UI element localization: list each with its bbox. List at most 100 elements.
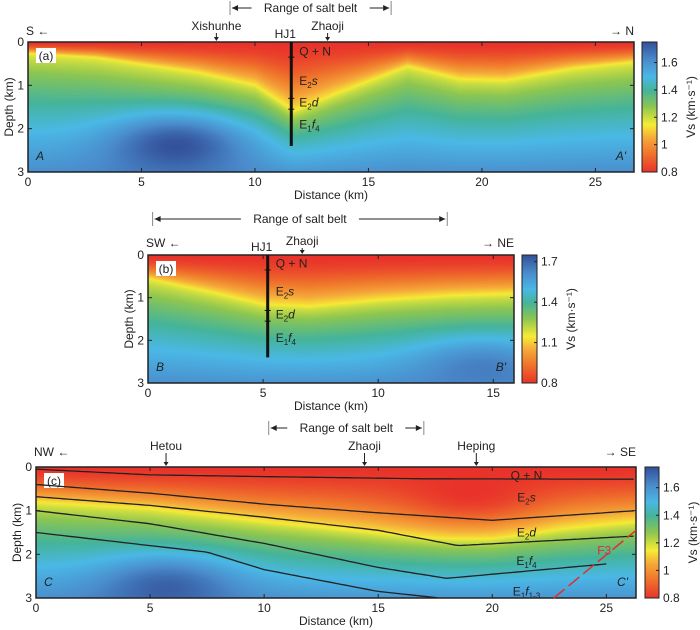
x-axis-label: Distance (km) xyxy=(294,188,368,202)
colorbar-a xyxy=(642,42,657,172)
x-tick-label: 25 xyxy=(600,601,614,615)
arrow-head-icon xyxy=(270,425,277,431)
colorbar-frame xyxy=(641,41,658,173)
velocity-heatmap-b xyxy=(148,255,514,383)
y-tick-label: 0 xyxy=(137,248,144,262)
colorbar-tick-label: 1 xyxy=(661,138,668,152)
y-tick-label: 3 xyxy=(25,591,32,605)
colorbar-tick-label: 1 xyxy=(663,563,670,577)
y-tick-label: 2 xyxy=(17,122,24,136)
x-tick-label: 10 xyxy=(372,386,386,400)
y-axis-label: Depth (km) xyxy=(10,503,24,562)
colorbar-tick-label: 1.4 xyxy=(663,508,680,522)
colorbar-tick-label: 1.7 xyxy=(541,255,558,269)
panel-label-bg xyxy=(156,261,176,276)
horizon-line xyxy=(35,468,634,480)
colorbar-tick-label: 1.6 xyxy=(661,56,678,70)
x-tick-label: 10 xyxy=(257,601,271,615)
stratigraphic-unit-label: E2d xyxy=(276,308,295,324)
colorbar-label: Vs (km·s⁻¹) xyxy=(686,502,700,564)
colorbar-c xyxy=(645,467,659,598)
stratigraphic-unit-label: Q + N xyxy=(276,257,308,271)
direction-right: → SE xyxy=(605,445,636,459)
x-tick-label: 20 xyxy=(486,601,500,615)
x-tick-label: 25 xyxy=(589,175,603,189)
velocity-heatmap-a xyxy=(28,42,634,172)
x-tick-label: 10 xyxy=(248,175,262,189)
place-label: Zhaoji xyxy=(286,234,319,248)
x-tick-label: 20 xyxy=(475,175,489,189)
salt-belt-label: Range of salt belt xyxy=(300,421,394,435)
x-axis-label: Distance (km) xyxy=(299,614,373,628)
y-axis-label: Depth (km) xyxy=(2,77,16,136)
stratigraphic-unit-label: Q + N xyxy=(299,45,331,59)
section-end-left: B xyxy=(156,360,164,374)
salt-belt-label: Range of salt belt xyxy=(253,212,347,226)
arrow-down-icon xyxy=(473,462,479,466)
horizon-line xyxy=(35,531,438,599)
y-tick-label: 3 xyxy=(17,165,24,179)
colorbar-frame xyxy=(644,466,660,599)
direction-right: → N xyxy=(610,24,634,38)
stratigraphic-unit-label: Q + N xyxy=(511,469,543,483)
panel-label-bg xyxy=(36,48,56,63)
stratigraphic-unit-label: E1f4 xyxy=(276,331,297,347)
place-label: Hetou xyxy=(150,439,182,453)
place-label: Zhaoji xyxy=(311,19,344,33)
colorbar-tick-label: 1.4 xyxy=(541,295,558,309)
panel-label-bg xyxy=(44,473,64,488)
place-label: Heping xyxy=(457,439,495,453)
x-tick-label: 15 xyxy=(362,175,376,189)
plot-frame xyxy=(27,41,635,173)
colorbar-frame xyxy=(521,254,538,384)
horizon-line xyxy=(35,483,634,521)
stratigraphic-unit-label: E2s xyxy=(299,74,317,90)
colorbar-tick-label: 1.4 xyxy=(661,83,678,97)
arrow-down-icon xyxy=(299,250,305,254)
x-tick-label: 5 xyxy=(138,175,145,189)
arrow-head-icon xyxy=(415,425,422,431)
x-tick-label: 15 xyxy=(487,386,501,400)
x-tick-label: 0 xyxy=(33,601,40,615)
arrow-down-icon xyxy=(163,462,169,466)
colorbar-label: Vs (km·s⁻¹) xyxy=(684,76,698,138)
place-label: Xishunhe xyxy=(191,19,241,33)
direction-left: SW ← xyxy=(146,236,181,250)
arrow-down-icon xyxy=(325,37,331,41)
arrow-head-icon xyxy=(154,216,161,222)
horizon-line xyxy=(35,496,634,547)
salt-belt-label: Range of salt belt xyxy=(264,1,358,15)
colorbar-tick-label: 1.2 xyxy=(661,110,678,124)
stratigraphic-unit-label: E2s xyxy=(276,284,294,300)
plot-frame xyxy=(147,254,515,384)
colorbar-tick-label: 0.8 xyxy=(541,376,558,390)
x-tick-label: 0 xyxy=(25,175,32,189)
y-tick-label: 0 xyxy=(25,460,32,474)
y-tick-label: 3 xyxy=(137,376,144,390)
y-axis-label: Depth (km) xyxy=(122,289,136,348)
well-label: HJ1 xyxy=(275,27,297,41)
stratigraphic-unit-label: E1f1-3 xyxy=(513,584,541,600)
x-tick-label: 15 xyxy=(372,601,386,615)
stratigraphic-unit-label: E2d xyxy=(517,526,536,542)
section-end-left: C xyxy=(44,575,53,589)
panel-label: (a) xyxy=(39,49,54,63)
velocity-heatmap-c xyxy=(36,467,636,598)
arrow-down-icon xyxy=(362,462,368,466)
direction-right: → NE xyxy=(482,236,514,250)
well-label: HJ1 xyxy=(251,240,273,254)
colorbar-label: Vs (km·s⁻¹) xyxy=(564,288,578,350)
arrow-head-icon xyxy=(439,216,446,222)
colorbar-tick-label: 1.2 xyxy=(663,536,680,550)
arrow-down-icon xyxy=(213,37,219,41)
stratigraphic-unit-label: E1f4 xyxy=(516,554,537,570)
arrow-head-icon xyxy=(383,5,390,11)
section-end-right: A' xyxy=(615,149,627,163)
y-tick-label: 1 xyxy=(137,291,144,305)
section-end-right: B' xyxy=(496,360,507,374)
plot-frame xyxy=(35,466,637,599)
y-tick-label: 1 xyxy=(17,78,24,92)
stratigraphic-unit-label: E1f4 xyxy=(299,117,320,133)
